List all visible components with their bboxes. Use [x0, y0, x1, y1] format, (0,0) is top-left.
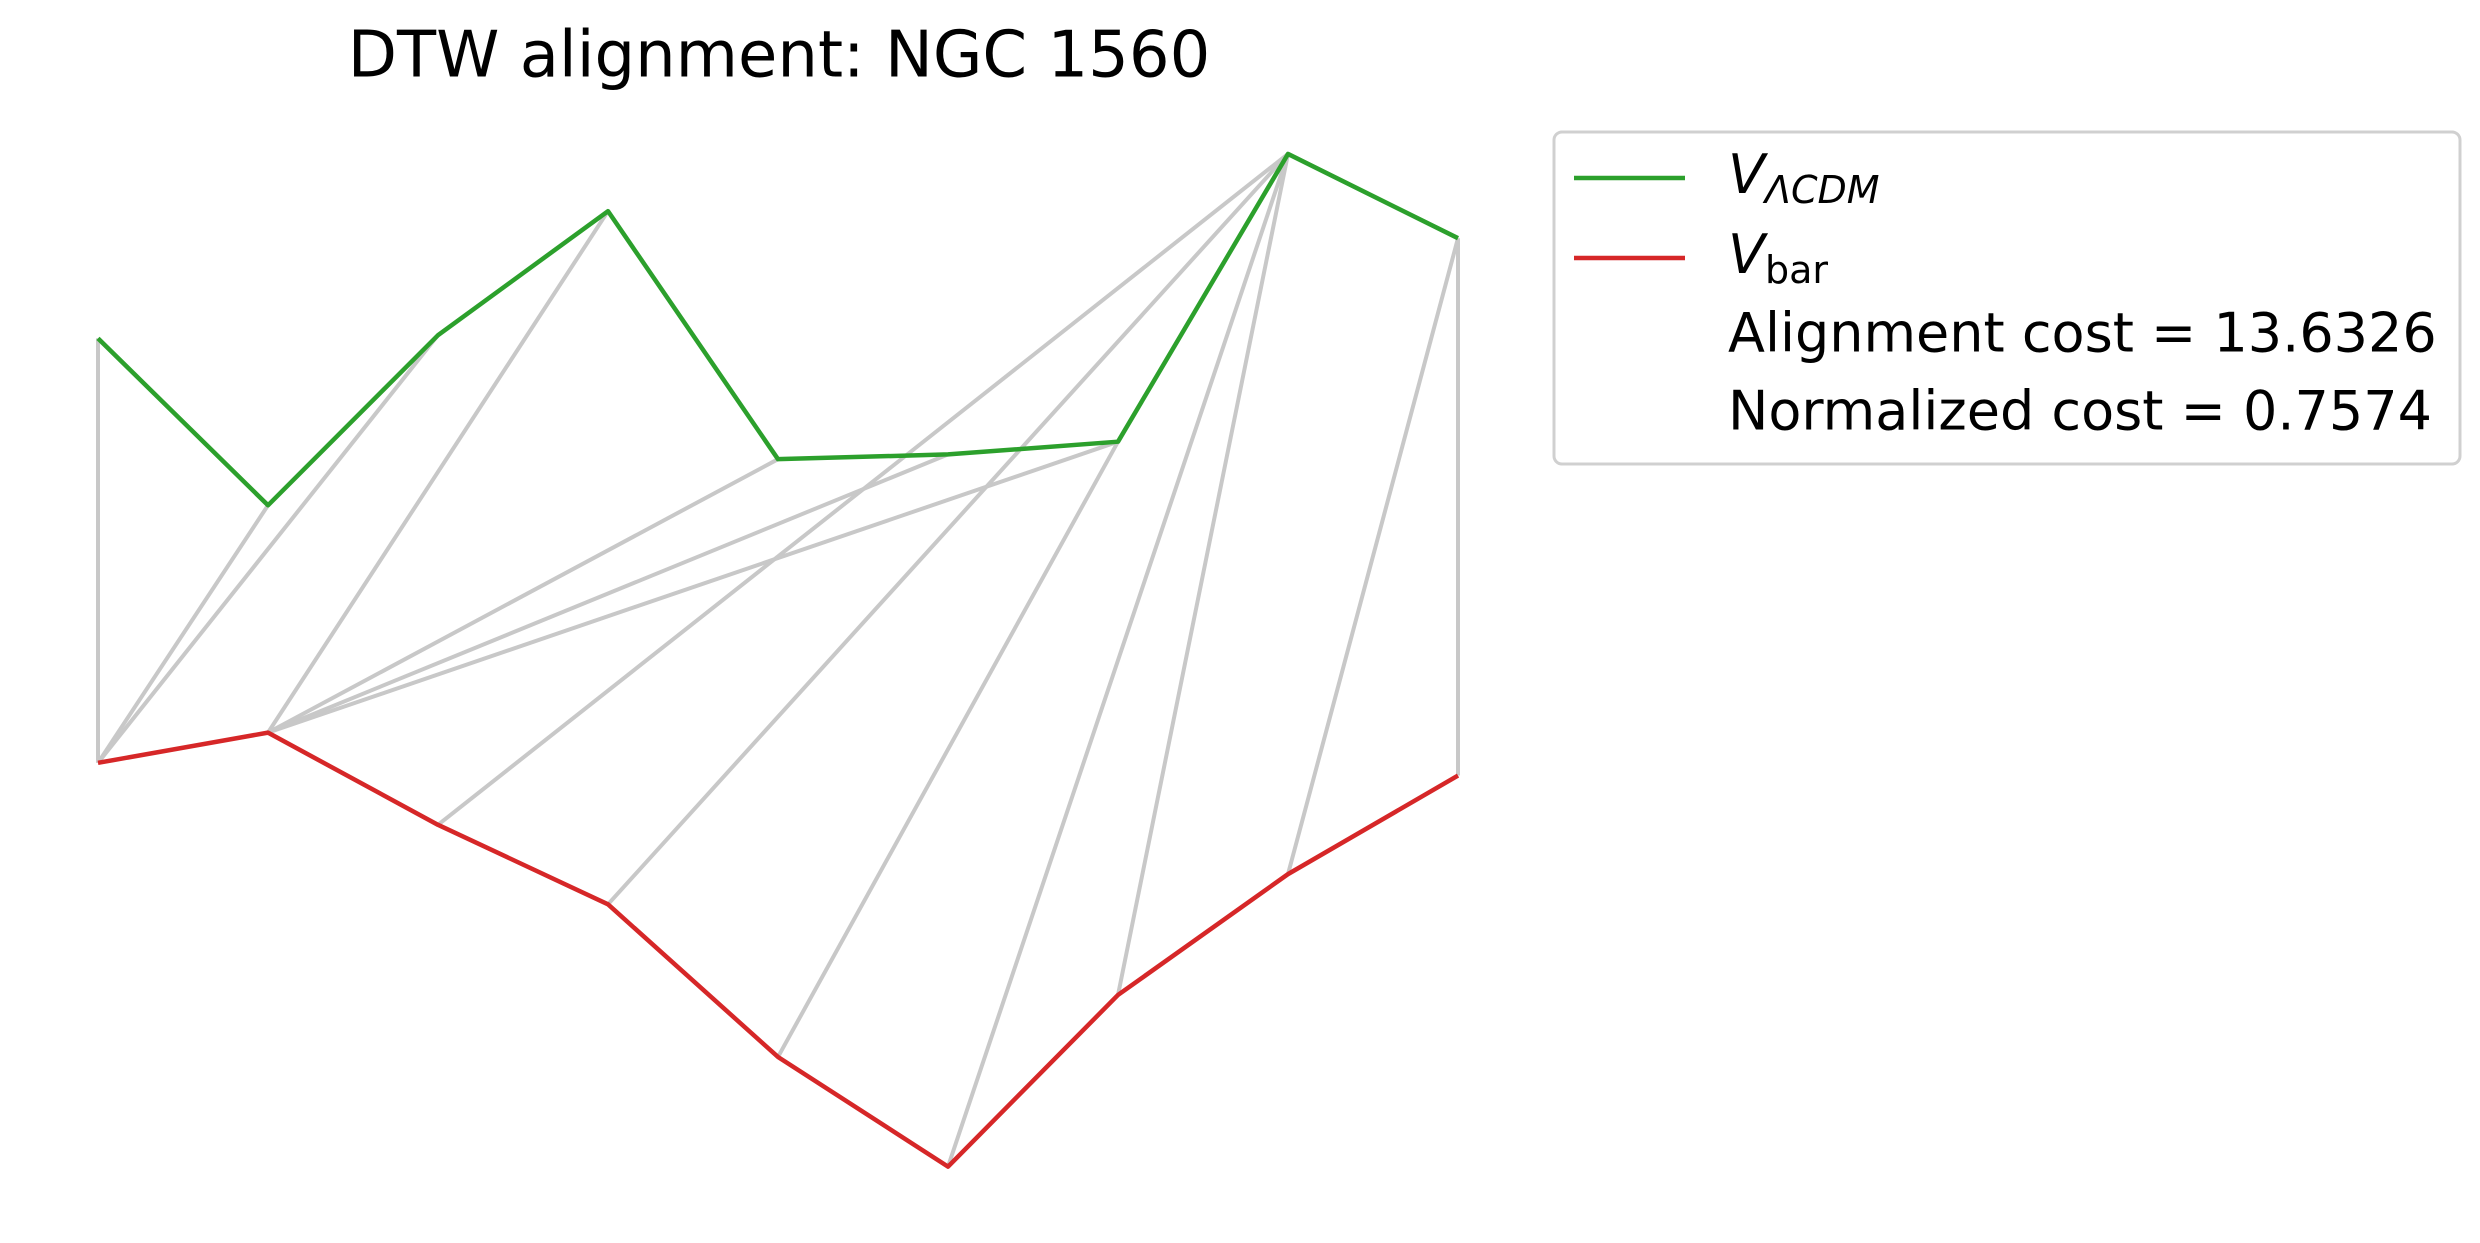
series-line [97, 730, 1460, 1169]
legend-subscript: ΛCDM [1762, 168, 1880, 212]
alignment-line [946, 153, 1290, 1168]
alignment-line [436, 152, 1290, 827]
alignment-line [267, 452, 949, 735]
legend-name: V [1728, 223, 1769, 286]
legend-note: Alignment cost = 13.6326 [1728, 302, 2437, 365]
alignment-line [776, 440, 1120, 1058]
alignment-line [1116, 153, 1290, 996]
alignment-line [96, 504, 270, 764]
alignment-line [96, 333, 440, 765]
alignment-line [1286, 237, 1460, 875]
alignment-line [266, 210, 610, 734]
alignment-line [267, 457, 779, 735]
legend-name: V [1728, 143, 1769, 206]
series-line [96, 151, 1459, 508]
alignment-line [606, 152, 1290, 906]
alignment-line [267, 439, 1119, 735]
legend-label: VΛCDM [1728, 143, 1880, 212]
legend-subscript: bar [1765, 248, 1828, 292]
chart-title: DTW alignment: NGC 1560 [348, 19, 1211, 93]
legend-box [1552, 130, 2462, 466]
legend-label: Vbar [1728, 223, 1828, 292]
legend-note: Normalized cost = 0.7574 [1728, 380, 2432, 443]
